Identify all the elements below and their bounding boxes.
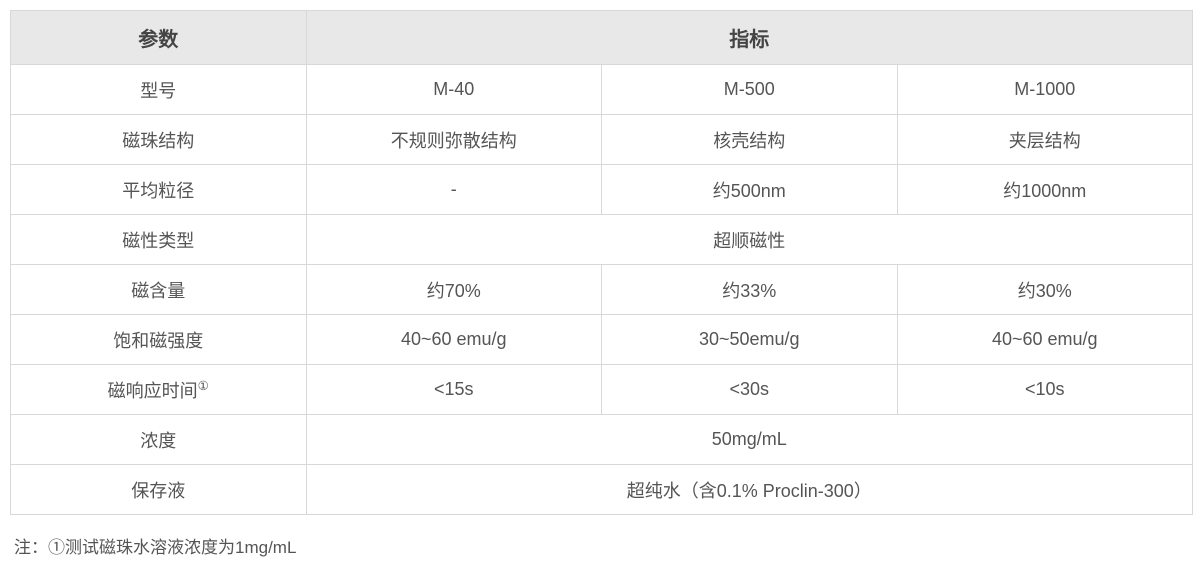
cell-value: 约30% <box>897 265 1193 315</box>
cell-label: 平均粒径 <box>11 165 307 215</box>
cell-value: 30~50emu/g <box>602 315 898 365</box>
cell-value: 夹层结构 <box>897 115 1193 165</box>
cell-value: M-40 <box>306 65 602 115</box>
spec-table: 参数 指标 型号 M-40 M-500 M-1000 磁珠结构 不规则弥散结构 … <box>10 10 1193 515</box>
cell-value-merged: 超顺磁性 <box>306 215 1193 265</box>
row-saturation: 饱和磁强度 40~60 emu/g 30~50emu/g 40~60 emu/g <box>11 315 1193 365</box>
cell-label: 磁含量 <box>11 265 307 315</box>
row-diameter: 平均粒径 - 约500nm 约1000nm <box>11 165 1193 215</box>
cell-label: 浓度 <box>11 415 307 465</box>
row-response: 磁响应时间① <15s <30s <10s <box>11 365 1193 415</box>
cell-value: 核壳结构 <box>602 115 898 165</box>
cell-value: <10s <box>897 365 1193 415</box>
cell-value: 约70% <box>306 265 602 315</box>
row-structure: 磁珠结构 不规则弥散结构 核壳结构 夹层结构 <box>11 115 1193 165</box>
cell-label: 饱和磁强度 <box>11 315 307 365</box>
cell-value: 约33% <box>602 265 898 315</box>
cell-value: - <box>306 165 602 215</box>
cell-value: 40~60 emu/g <box>897 315 1193 365</box>
row-concentration: 浓度 50mg/mL <box>11 415 1193 465</box>
header-row: 参数 指标 <box>11 11 1193 65</box>
cell-value: <15s <box>306 365 602 415</box>
cell-label: 磁响应时间① <box>11 365 307 415</box>
cell-value: M-500 <box>602 65 898 115</box>
cell-value-merged: 超纯水（含0.1% Proclin-300） <box>306 465 1193 515</box>
spec-table-container: 参数 指标 型号 M-40 M-500 M-1000 磁珠结构 不规则弥散结构 … <box>10 10 1193 558</box>
cell-value: 不规则弥散结构 <box>306 115 602 165</box>
cell-value: 约500nm <box>602 165 898 215</box>
header-param: 参数 <box>11 11 307 65</box>
cell-value: <30s <box>602 365 898 415</box>
cell-value-merged: 50mg/mL <box>306 415 1193 465</box>
cell-label: 型号 <box>11 65 307 115</box>
row-model: 型号 M-40 M-500 M-1000 <box>11 65 1193 115</box>
row-content: 磁含量 约70% 约33% 约30% <box>11 265 1193 315</box>
cell-value: 40~60 emu/g <box>306 315 602 365</box>
cell-label: 磁性类型 <box>11 215 307 265</box>
table-note: 注：①测试磁珠水溶液浓度为1mg/mL <box>10 533 1193 558</box>
response-label-sup: ① <box>198 379 209 393</box>
cell-label: 保存液 <box>11 465 307 515</box>
row-storage: 保存液 超纯水（含0.1% Proclin-300） <box>11 465 1193 515</box>
response-label-text: 磁响应时间 <box>108 381 198 401</box>
row-magtype: 磁性类型 超顺磁性 <box>11 215 1193 265</box>
header-spec: 指标 <box>306 11 1193 65</box>
cell-value: M-1000 <box>897 65 1193 115</box>
cell-label: 磁珠结构 <box>11 115 307 165</box>
cell-value: 约1000nm <box>897 165 1193 215</box>
